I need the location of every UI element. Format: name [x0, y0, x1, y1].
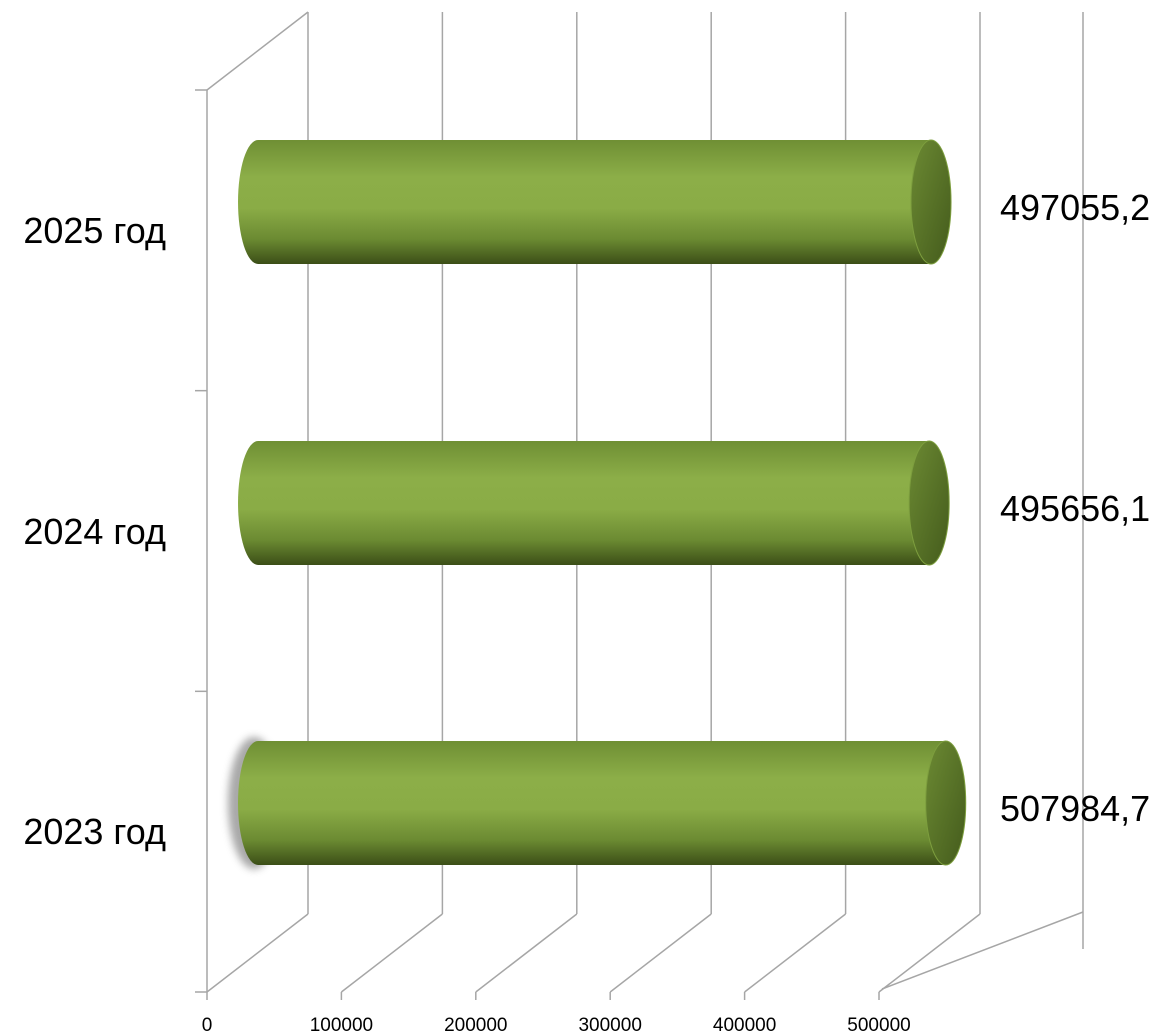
- value-label: 507984,7: [1000, 788, 1150, 829]
- category-label: 2024 год: [23, 511, 166, 552]
- bar-end-cap: [908, 440, 950, 566]
- floor-gridline: [744, 913, 847, 993]
- value-label: 497055,2: [1000, 187, 1150, 228]
- bar: [228, 737, 967, 869]
- x-tick-label: 200000: [444, 1015, 507, 1036]
- value-labels: 507984,7 495656,1 497055,2: [1000, 187, 1150, 829]
- floor-edge: [881, 911, 1084, 990]
- bar-end-cap: [910, 139, 952, 265]
- bar: [238, 440, 950, 566]
- floor-gridline: [340, 913, 443, 993]
- x-tick-label: 0: [202, 1015, 213, 1036]
- category-labels: 2023 год 2024 год 2025 год: [23, 210, 166, 852]
- bar: [238, 139, 952, 265]
- x-axis-ticks: 0 100000 200000 300000 400000 500000: [202, 992, 911, 1036]
- category-label: 2023 год: [23, 811, 166, 852]
- x-tick-label: 100000: [310, 1015, 373, 1036]
- category-label: 2025 год: [23, 210, 166, 251]
- floor-gridline: [475, 913, 578, 993]
- bars: [228, 139, 967, 869]
- bar-body: [238, 441, 950, 565]
- x-tick-label: 300000: [578, 1015, 641, 1036]
- floor-gridline: [609, 913, 712, 993]
- bar-body: [238, 741, 966, 865]
- x-tick-label: 500000: [847, 1015, 910, 1036]
- value-label: 495656,1: [1000, 488, 1150, 529]
- floor-gridline: [206, 913, 309, 993]
- bar-end-cap: [925, 740, 967, 866]
- side-wall-top-edge: [206, 11, 309, 91]
- bar-body: [238, 140, 952, 264]
- x-tick-label: 400000: [713, 1015, 776, 1036]
- floor-gridline: [878, 913, 981, 993]
